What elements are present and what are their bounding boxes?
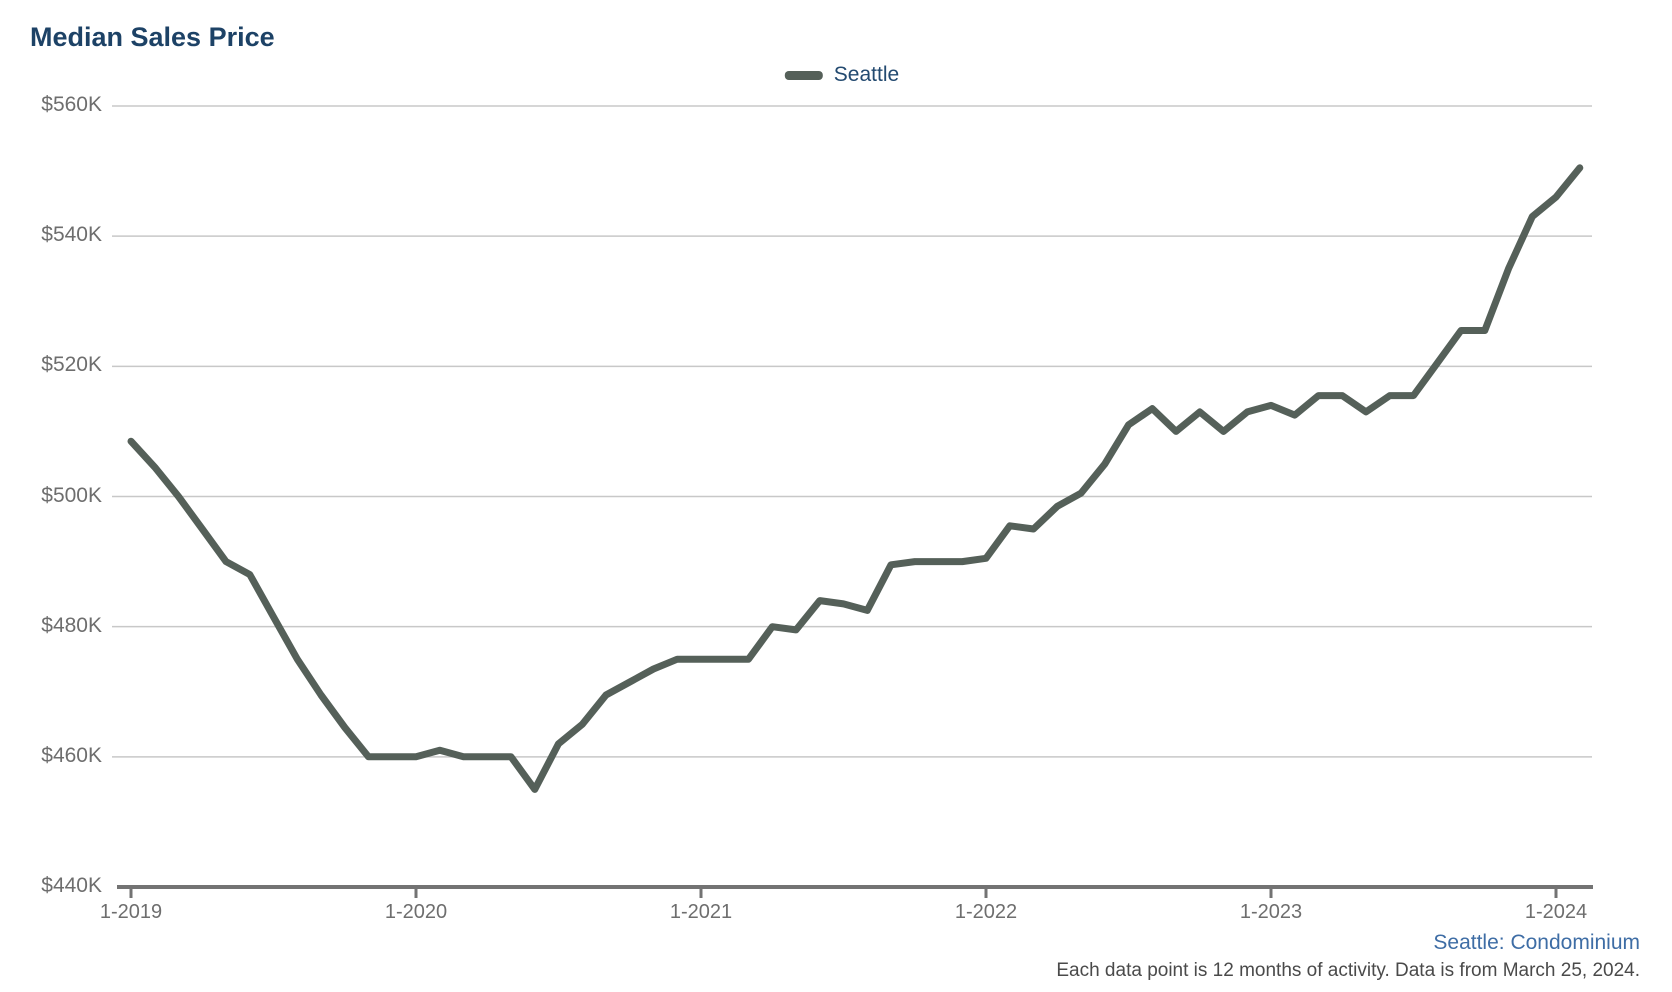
legend-line-swatch-icon xyxy=(784,70,823,80)
y-axis-label-560k: $560K xyxy=(41,93,102,116)
seattle-series-line xyxy=(127,164,1584,793)
x-axis-label-1-2023: 1-2023 xyxy=(1239,901,1303,923)
y-axis-label-460k: $460K xyxy=(41,743,102,767)
y-axis-label-440k: $440K xyxy=(41,874,102,897)
x-axis-label-1-2021: 1-2021 xyxy=(669,901,733,923)
page-title: Median Sales Price xyxy=(30,22,275,52)
x-axis-label-1-2022: 1-2022 xyxy=(954,901,1018,923)
y-axis-label-480k: $480K xyxy=(41,613,102,637)
legend-label: Seattle xyxy=(833,63,900,86)
data-note: Each data point is 12 months of activity… xyxy=(1056,960,1640,981)
x-axis-label-1-2020: 1-2020 xyxy=(384,901,448,923)
y-axis-label-520k: $520K xyxy=(41,353,102,377)
series-note: Seattle: Condominium xyxy=(1433,931,1640,954)
y-axis-label-500k: $500K xyxy=(41,483,102,507)
x-axis-label-1-2019: 1-2019 xyxy=(99,901,163,923)
legend: Seattle xyxy=(784,63,900,87)
y-axis-label-540k: $540K xyxy=(41,223,102,247)
x-axis-label-1-2024: 1-2024 xyxy=(1524,901,1588,923)
